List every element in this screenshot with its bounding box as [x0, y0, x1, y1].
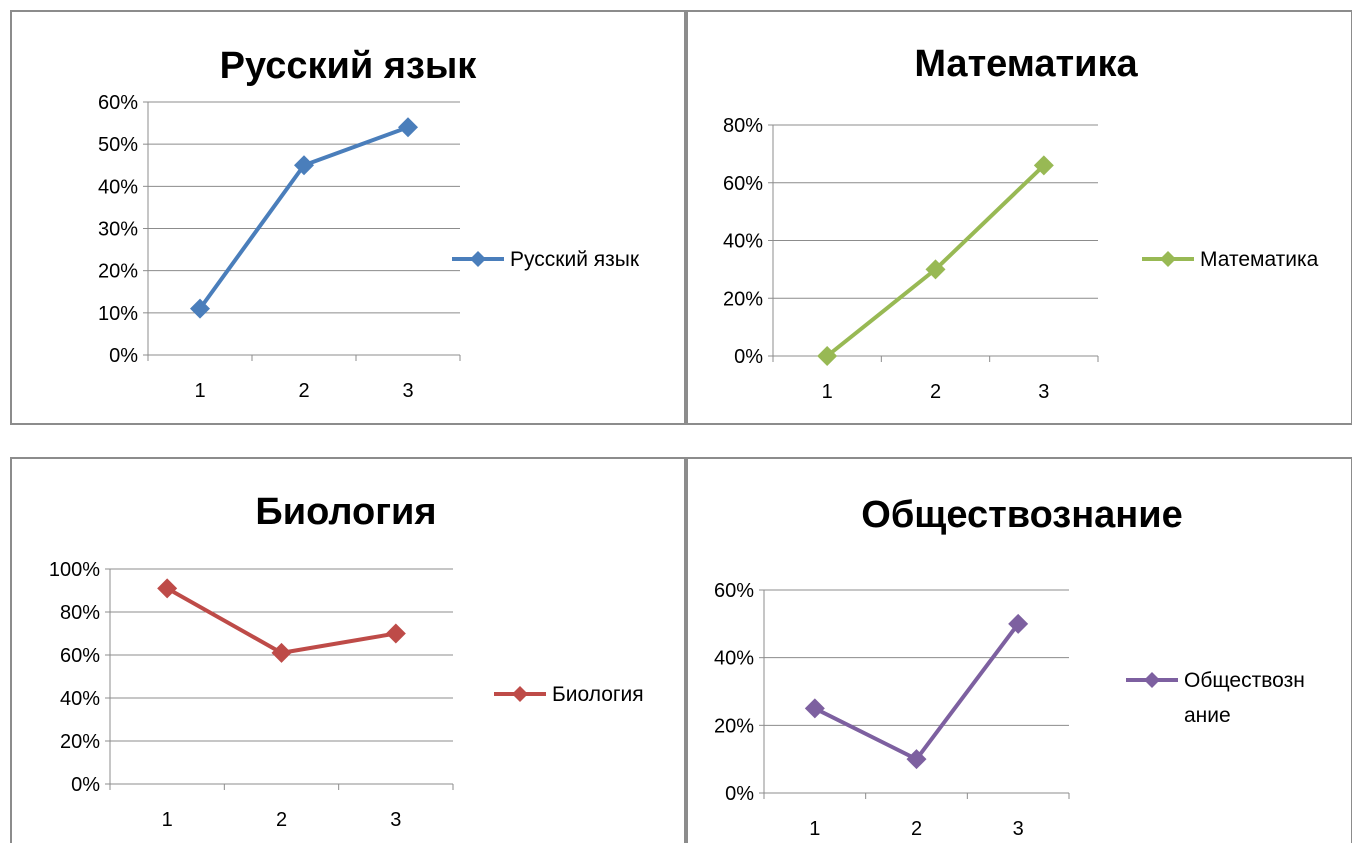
y-tick-label: 30% — [98, 219, 138, 241]
legend-label: Обществозн — [1184, 669, 1305, 692]
y-tick-label: 0% — [71, 774, 100, 796]
y-tick-label: 60% — [723, 173, 763, 195]
y-tick-label: 20% — [723, 288, 763, 310]
y-tick-label: 40% — [714, 648, 754, 670]
legend-label: ание — [1184, 704, 1231, 727]
x-tick-label: 1 — [194, 380, 205, 402]
x-tick-label: 1 — [822, 381, 833, 403]
y-tick-label: 60% — [98, 92, 138, 114]
y-tick-label: 40% — [98, 176, 138, 198]
y-tick-label: 40% — [60, 688, 100, 710]
y-tick-label: 60% — [60, 645, 100, 667]
x-tick-label: 2 — [911, 818, 922, 840]
y-tick-label: 20% — [60, 731, 100, 753]
x-tick-label: 2 — [276, 809, 287, 831]
y-tick-label: 60% — [714, 580, 754, 602]
y-tick-label: 20% — [714, 715, 754, 737]
y-tick-label: 0% — [109, 345, 138, 367]
legend-label: Биология — [552, 683, 644, 706]
chart-title: Обществознание — [861, 494, 1182, 536]
chart-title: Биология — [255, 491, 436, 533]
x-tick-label: 2 — [930, 381, 941, 403]
legend-label: Математика — [1200, 248, 1319, 271]
x-tick-label: 3 — [402, 380, 413, 402]
x-tick-label: 2 — [298, 380, 309, 402]
x-tick-label: 3 — [1013, 818, 1024, 840]
chart-title: Математика — [914, 43, 1138, 85]
y-tick-label: 0% — [725, 783, 754, 805]
y-tick-label: 0% — [734, 346, 763, 368]
x-tick-label: 3 — [1038, 381, 1049, 403]
chart-title: Русский язык — [220, 45, 478, 87]
y-tick-label: 50% — [98, 134, 138, 156]
x-tick-label: 1 — [809, 818, 820, 840]
x-tick-label: 3 — [390, 809, 401, 831]
x-tick-label: 1 — [162, 809, 173, 831]
y-tick-label: 40% — [723, 231, 763, 253]
y-tick-label: 20% — [98, 261, 138, 283]
y-tick-label: 80% — [723, 115, 763, 137]
y-tick-label: 100% — [49, 559, 100, 581]
legend-label: Русский язык — [510, 248, 640, 271]
y-tick-label: 80% — [60, 602, 100, 624]
y-tick-label: 10% — [98, 303, 138, 325]
